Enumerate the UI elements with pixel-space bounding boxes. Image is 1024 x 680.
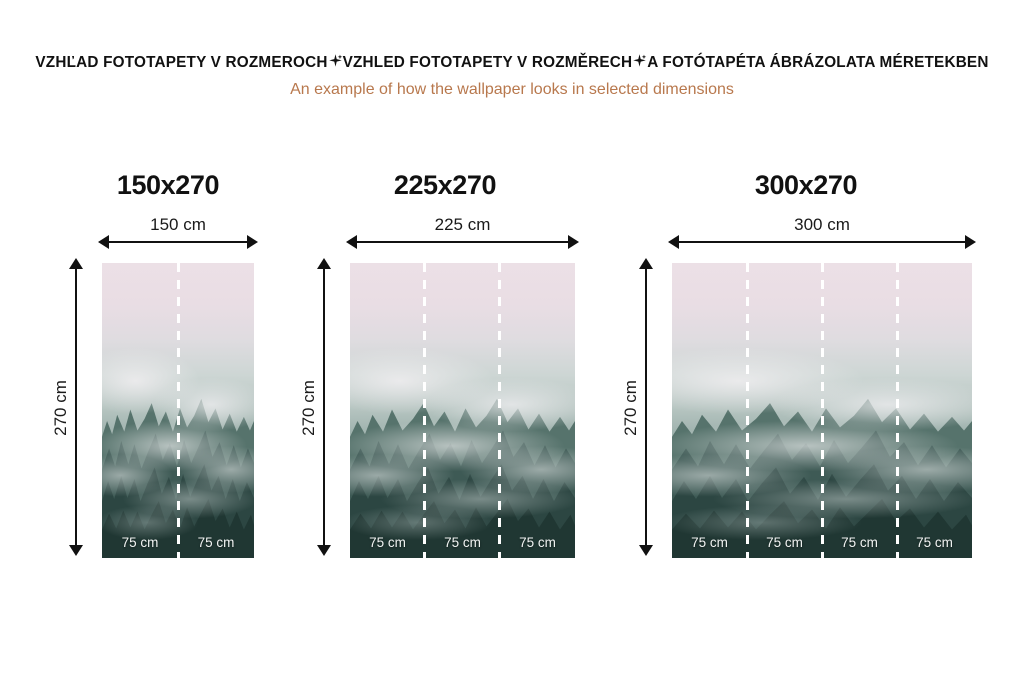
arrow-head-bottom: [639, 545, 653, 556]
arrow-head-bottom: [317, 545, 331, 556]
wallpaper-preview: 75 cm 75 cm 75 cm 75 cm: [672, 263, 972, 558]
arrow-head-bottom: [69, 545, 83, 556]
width-label: 150 cm: [150, 215, 206, 234]
strip-label: 75 cm: [841, 535, 878, 550]
strip-label: 75 cm: [691, 535, 728, 550]
width-label: 300 cm: [794, 215, 850, 234]
width-dimension-arrow: [668, 235, 976, 249]
seam-line: [820, 263, 824, 558]
title-segment-cz: VZHLED FOTOTAPETY V ROZMĚRECH: [342, 54, 633, 71]
arrow-head-left: [98, 235, 109, 249]
arrow-head-right: [568, 235, 579, 249]
size-panel-300x270: 300x270 300 cm 270 cm: [612, 170, 998, 570]
width-label: 225 cm: [434, 215, 491, 234]
arrow-head-top: [317, 258, 331, 269]
panel-title: 150x270: [116, 170, 220, 200]
panel-title: 225x270: [393, 170, 497, 200]
size-panel-150x270: 150x270 150 cm 270 cm: [40, 170, 276, 570]
arrow-line: [323, 265, 325, 549]
strip-label: 75 cm: [444, 535, 481, 550]
page-title: VZHĽAD FOTOTAPETY V ROZMEROCH VZHLED FOTO…: [0, 54, 1024, 72]
height-label: 270 cm: [51, 380, 70, 436]
arrow-head-left: [668, 235, 679, 249]
arrow-head-right: [247, 235, 258, 249]
size-panel-225x270: 225x270 225 cm 270 cm: [290, 170, 600, 570]
height-dimension-arrow: [317, 258, 331, 556]
page-subtitle: An example of how the wallpaper looks in…: [290, 81, 734, 98]
strip-label: 75 cm: [766, 535, 803, 550]
seam-line: [745, 263, 749, 558]
height-label: 270 cm: [299, 380, 318, 436]
arrow-line: [353, 241, 572, 243]
height-label: 270 cm: [621, 380, 640, 436]
width-dimension-arrow: [346, 235, 579, 249]
seam-line: [176, 263, 180, 558]
sparkle-icon: [327, 53, 344, 69]
strip-label: 75 cm: [916, 535, 953, 550]
height-dimension-arrow: [69, 258, 83, 556]
strip-label: 75 cm: [197, 535, 235, 550]
arrow-line: [75, 265, 77, 549]
seam-line: [423, 263, 427, 558]
height-dimension-arrow: [639, 258, 653, 556]
panel-title: 300x270: [754, 170, 858, 200]
wallpaper-fog: [350, 263, 575, 558]
arrow-head-left: [346, 235, 357, 249]
arrow-line: [645, 265, 647, 549]
strip-label: 75 cm: [121, 535, 159, 550]
arrow-head-right: [965, 235, 976, 249]
strip-label: 75 cm: [369, 535, 406, 550]
seam-line: [895, 263, 899, 558]
width-dimension-arrow: [98, 235, 258, 249]
arrow-line: [675, 241, 969, 243]
wallpaper-preview: 75 cm 75 cm: [102, 263, 254, 558]
title-segment-hu: A FOTÓTAPÉTA ÁBRÁZOLATA MÉRETEKBEN: [647, 54, 989, 71]
sparkle-icon-2: [631, 53, 648, 69]
strip-label: 75 cm: [519, 535, 556, 550]
wallpaper-preview: 75 cm 75 cm 75 cm: [350, 263, 575, 558]
arrow-head-top: [69, 258, 83, 269]
seam-line: [498, 263, 502, 558]
title-segment-sk: VZHĽAD FOTOTAPETY V ROZMEROCH: [35, 54, 328, 71]
header: VZHĽAD FOTOTAPETY V ROZMEROCH VZHLED FOTO…: [0, 0, 1024, 110]
arrow-head-top: [639, 258, 653, 269]
arrow-line: [105, 241, 251, 243]
